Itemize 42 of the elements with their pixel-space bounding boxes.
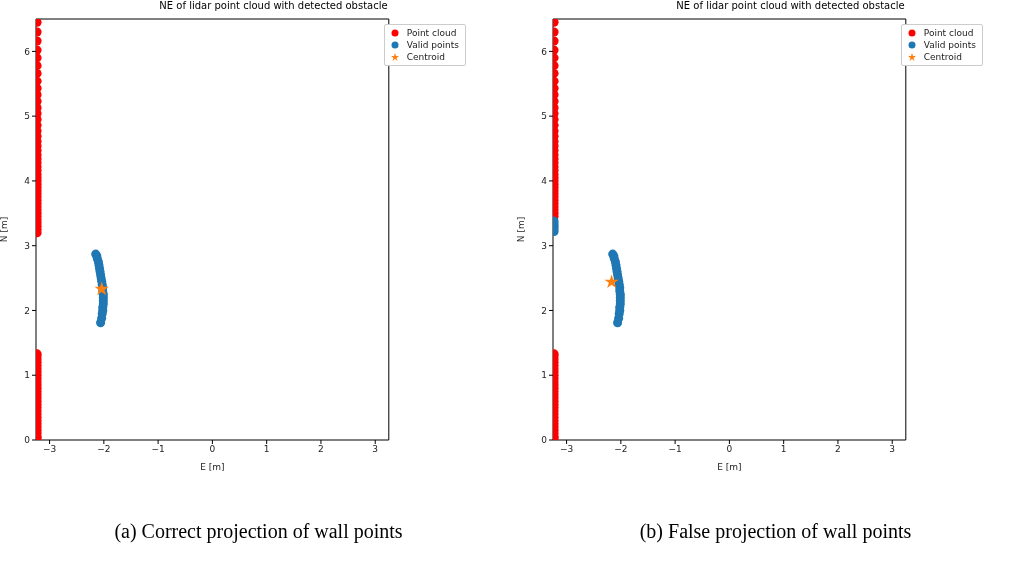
legend-label: Point cloud <box>406 27 457 39</box>
y-tick-label: 1 <box>24 370 30 381</box>
y-tick-label: 2 <box>541 305 547 316</box>
chart-title: NE of lidar point cloud with detected obstacle <box>158 0 389 13</box>
x-tick-label: 0 <box>209 444 216 455</box>
y-tick-label: 3 <box>541 240 547 251</box>
x-tick-label: 2 <box>835 444 841 455</box>
y-tick-label: 3 <box>24 240 30 251</box>
x-tick-label: 1 <box>780 444 787 455</box>
y-tick-label: 0 <box>541 435 548 446</box>
y-tick-label: 6 <box>24 46 31 57</box>
legend-label: Centroid <box>923 51 963 63</box>
x-tick-label: −3 <box>42 444 57 455</box>
chart-title: NE of lidar point cloud with detected obstacle <box>675 0 906 13</box>
legend-label: Valid points <box>406 39 459 51</box>
x-tick-label: −2 <box>614 444 628 455</box>
x-tick-label: 3 <box>889 444 896 455</box>
text: (b) False projection of wall points <box>638 520 913 543</box>
y-tick-label: 1 <box>541 370 547 381</box>
x-axis-title: E [m] <box>200 462 225 472</box>
y-tick-label: 2 <box>24 305 30 316</box>
x-tick-label: −3 <box>559 444 574 455</box>
x-tick-label: 1 <box>263 444 270 455</box>
y-tick-label: 4 <box>541 176 548 187</box>
y-tick-label: 0 <box>24 435 31 446</box>
y-tick-label: 5 <box>541 111 547 122</box>
legend-label: Valid points <box>923 39 976 51</box>
x-tick-label: −1 <box>151 444 165 455</box>
x-tick-label: 3 <box>372 444 379 455</box>
y-tick-label: 6 <box>541 46 548 57</box>
y-tick-label: 5 <box>24 111 30 122</box>
x-tick-label: 2 <box>318 444 324 455</box>
x-tick-label: −1 <box>668 444 682 455</box>
legend-label: Point cloud <box>923 27 974 39</box>
legend-label: Centroid <box>406 51 446 63</box>
y-axis-title: N [m] <box>0 216 10 243</box>
y-axis-title: N [m] <box>516 216 527 243</box>
x-tick-label: 0 <box>726 444 733 455</box>
text: (a) Correct projection of wall points <box>113 520 404 543</box>
x-axis-title: E [m] <box>717 462 742 472</box>
x-tick-label: −2 <box>97 444 111 455</box>
y-tick-label: 4 <box>24 176 31 187</box>
